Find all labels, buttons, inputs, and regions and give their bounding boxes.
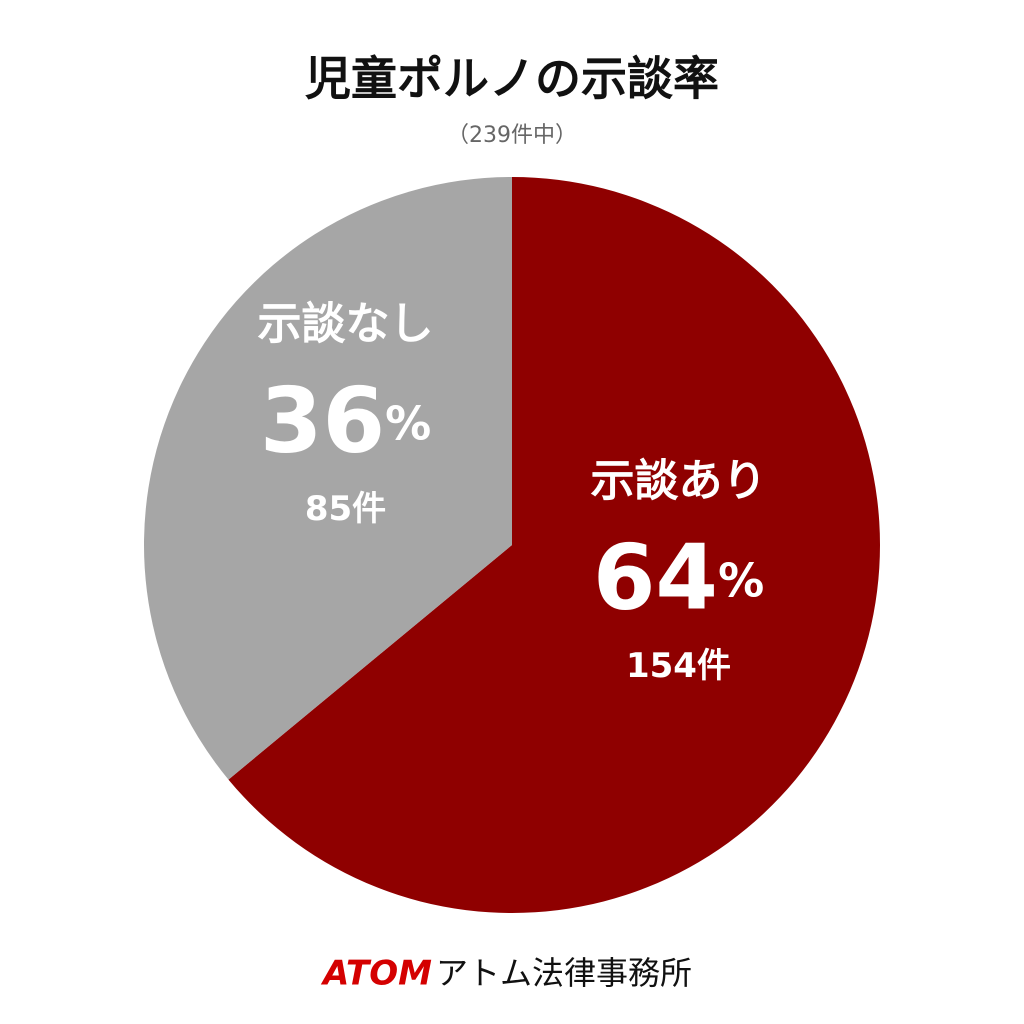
footer-name: アトム法律事務所 [436,954,692,992]
slice-count-label: 85件 [305,489,386,529]
slice-category: 示談あり [590,455,766,506]
slice-value-label: 64% [593,525,764,630]
pie-slice [144,177,513,780]
slice-count-label: 154件 [626,646,731,686]
chart-subtitle: （239件中） [447,123,577,148]
chart-title: 児童ポルノの示談率 [305,52,719,106]
pie-slice [228,177,881,914]
slice-category: 示談なし [258,299,434,350]
slice-value-label: 36% [260,369,431,474]
footer-brand: ATOM [320,954,432,994]
